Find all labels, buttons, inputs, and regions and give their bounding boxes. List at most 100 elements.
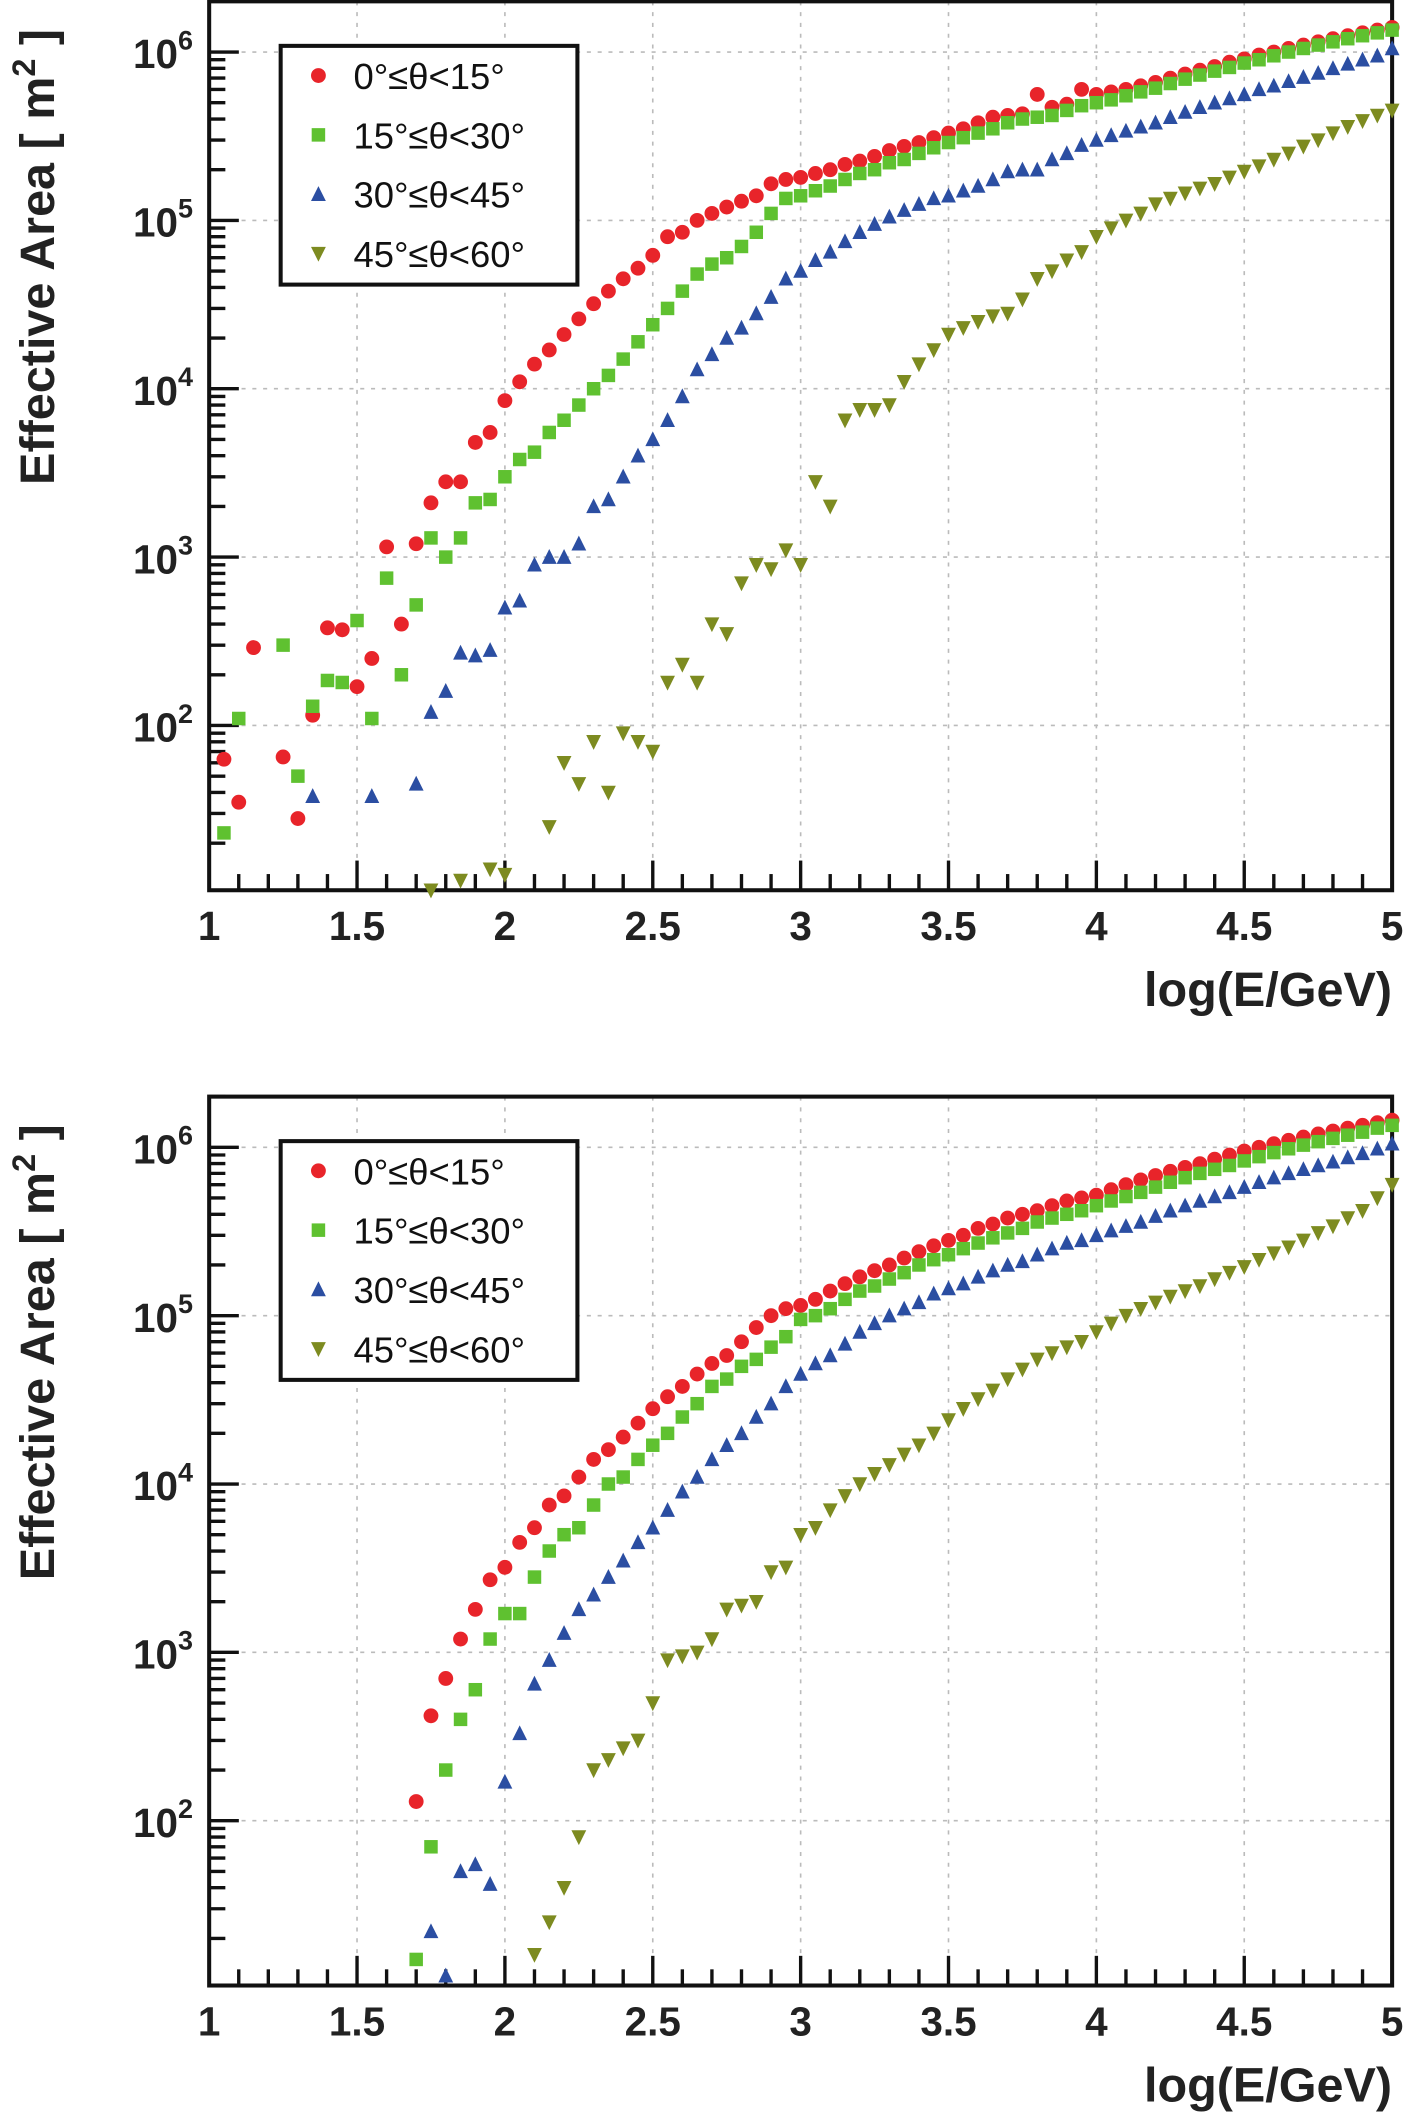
data-point — [1133, 85, 1148, 99]
data-point — [793, 558, 809, 573]
y-tick-exponent: 5 — [178, 194, 193, 224]
data-point — [912, 146, 926, 161]
data-point — [926, 1238, 942, 1254]
y-tick-exponent: 6 — [178, 1121, 193, 1151]
data-point — [689, 1645, 705, 1661]
data-point — [615, 468, 631, 484]
data-point — [527, 1570, 542, 1584]
y-tick-base: 10 — [133, 1632, 178, 1678]
data-point — [985, 1216, 1001, 1232]
data-point — [586, 381, 601, 396]
data-point — [645, 1519, 661, 1535]
data-point — [1311, 38, 1325, 52]
series-2 — [217, 23, 1399, 840]
data-point — [498, 1606, 512, 1621]
data-point — [778, 270, 794, 286]
x-tick-label: 3.5 — [920, 1998, 976, 2044]
data-point — [1192, 99, 1208, 114]
data-point — [748, 558, 764, 573]
data-point — [1222, 170, 1237, 186]
data-point — [320, 620, 335, 636]
y-axis-title: Effective Area [ m2 ] — [6, 29, 65, 485]
data-point — [867, 148, 882, 164]
data-point — [645, 247, 661, 263]
data-point — [1060, 103, 1074, 118]
data-point — [1222, 1184, 1237, 1200]
data-point — [1103, 127, 1119, 143]
data-point — [941, 135, 956, 150]
data-point — [305, 788, 321, 803]
data-point — [971, 126, 985, 140]
data-point — [1162, 1202, 1178, 1218]
data-point — [970, 315, 986, 330]
data-point — [1044, 1198, 1060, 1214]
data-point — [896, 1250, 912, 1266]
data-point — [438, 1671, 454, 1686]
data-point — [749, 225, 764, 240]
data-point — [911, 1244, 927, 1260]
data-point — [911, 1294, 927, 1310]
data-point — [423, 1708, 439, 1724]
data-point — [1192, 181, 1208, 197]
y-tick-base: 10 — [133, 1295, 178, 1341]
data-point — [630, 260, 646, 276]
legend-marker — [311, 128, 326, 142]
y-tick-exponent: 4 — [178, 1457, 193, 1487]
data-point — [1341, 31, 1355, 46]
data-point — [1044, 1346, 1060, 1362]
data-point — [852, 224, 868, 240]
data-point — [1326, 1131, 1340, 1146]
data-point — [704, 1632, 720, 1648]
data-point — [453, 644, 468, 660]
data-point — [1118, 1177, 1134, 1193]
data-point — [1281, 45, 1296, 59]
data-point — [1029, 1352, 1045, 1368]
data-point — [1369, 1191, 1385, 1207]
data-point — [1281, 1142, 1296, 1156]
data-point — [1015, 1362, 1030, 1378]
data-point — [1340, 1211, 1356, 1227]
data-point — [439, 1763, 453, 1777]
y-tick-exponent: 3 — [178, 530, 193, 560]
data-point — [600, 1568, 616, 1584]
data-point — [1177, 103, 1193, 119]
data-point — [778, 172, 794, 187]
data-point — [704, 346, 720, 362]
data-point — [246, 640, 261, 656]
data-point — [541, 1915, 557, 1931]
data-point — [705, 257, 719, 271]
data-point — [1266, 1169, 1282, 1185]
data-point — [453, 873, 468, 889]
data-point — [1384, 1135, 1400, 1151]
data-point — [822, 1283, 838, 1299]
data-point — [674, 388, 690, 404]
data-point — [1148, 81, 1163, 95]
data-point — [808, 1308, 823, 1323]
legend-label: 15°≤θ<30° — [353, 1211, 525, 1252]
y-tick-base: 10 — [133, 368, 178, 414]
data-point — [1118, 1218, 1134, 1233]
data-point — [808, 1291, 823, 1307]
data-point — [586, 498, 602, 514]
data-point — [1266, 1246, 1282, 1262]
data-point — [1236, 86, 1252, 102]
data-point — [1000, 306, 1016, 322]
data-point — [779, 1329, 793, 1344]
x-tick-label: 4.5 — [1216, 903, 1272, 949]
data-point — [1222, 1158, 1237, 1173]
data-point — [970, 1268, 986, 1284]
data-point — [1029, 87, 1045, 102]
y-axis-title: Effective Area [ m2 ] — [6, 1124, 65, 1580]
data-point — [467, 434, 483, 450]
data-point — [837, 233, 853, 249]
data-point — [601, 1477, 616, 1491]
y-tick-label: 102 — [133, 699, 193, 751]
x-tick-label: 2.5 — [625, 1998, 681, 2044]
y-axis-title-text: Effective Area [ m — [11, 77, 65, 485]
data-point — [764, 206, 778, 221]
x-tick-label: 2 — [494, 903, 516, 949]
x-tick-label: 1.5 — [329, 1998, 385, 2044]
y-tick-label: 104 — [133, 362, 193, 414]
y-tick-label: 105 — [133, 1289, 193, 1341]
data-point — [704, 205, 720, 221]
